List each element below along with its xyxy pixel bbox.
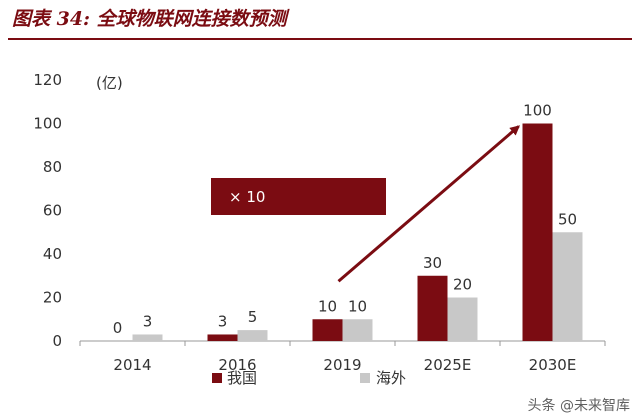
y-tick-label: 100 bbox=[33, 115, 62, 133]
bar-overseas bbox=[552, 232, 583, 341]
data-label: 50 bbox=[558, 210, 577, 228]
bar-china bbox=[312, 319, 343, 341]
legend-swatch-china bbox=[212, 373, 222, 383]
data-label: 30 bbox=[423, 254, 442, 272]
y-tick-label: 0 bbox=[52, 332, 62, 350]
callout-box bbox=[211, 178, 386, 215]
legend-label-china: 我国 bbox=[227, 369, 257, 387]
data-label: 3 bbox=[143, 312, 153, 330]
callout-text: × 10 bbox=[229, 188, 265, 206]
x-category-label: 2019 bbox=[323, 356, 361, 374]
y-tick-label: 20 bbox=[43, 289, 62, 307]
growth-arrow bbox=[337, 125, 521, 283]
bar-china bbox=[417, 275, 448, 341]
bar-overseas bbox=[342, 319, 373, 341]
y-tick-label: 40 bbox=[43, 245, 62, 263]
title-divider bbox=[8, 38, 632, 40]
bar-china bbox=[522, 123, 553, 341]
chart-title: 图表 34: 全球物联网连接数预测 bbox=[12, 8, 287, 30]
x-category-label: 2016 bbox=[218, 356, 256, 374]
bar-china bbox=[207, 334, 238, 341]
bar-overseas bbox=[237, 330, 268, 341]
watermark: 头条 @未来智库 bbox=[527, 398, 630, 414]
x-category-label: 2014 bbox=[113, 356, 151, 374]
legend-swatch-overseas bbox=[360, 373, 370, 383]
y-tick-label: 120 bbox=[33, 71, 62, 89]
x-category-label: 2030E bbox=[529, 356, 577, 374]
y-tick-label: 80 bbox=[43, 158, 62, 176]
data-label: 0 bbox=[113, 319, 123, 337]
bar-overseas bbox=[447, 297, 478, 341]
bar-overseas bbox=[132, 334, 163, 341]
data-label: 10 bbox=[348, 297, 367, 315]
data-label: 3 bbox=[218, 312, 228, 330]
x-category-label: 2025E bbox=[424, 356, 472, 374]
data-label: 5 bbox=[248, 308, 258, 326]
data-label: 20 bbox=[453, 276, 472, 294]
legend-label-overseas: 海外 bbox=[376, 369, 406, 387]
y-unit-label: (亿) bbox=[96, 74, 123, 92]
y-tick-label: 60 bbox=[43, 202, 62, 220]
data-label: 100 bbox=[523, 102, 552, 120]
data-label: 10 bbox=[318, 297, 337, 315]
